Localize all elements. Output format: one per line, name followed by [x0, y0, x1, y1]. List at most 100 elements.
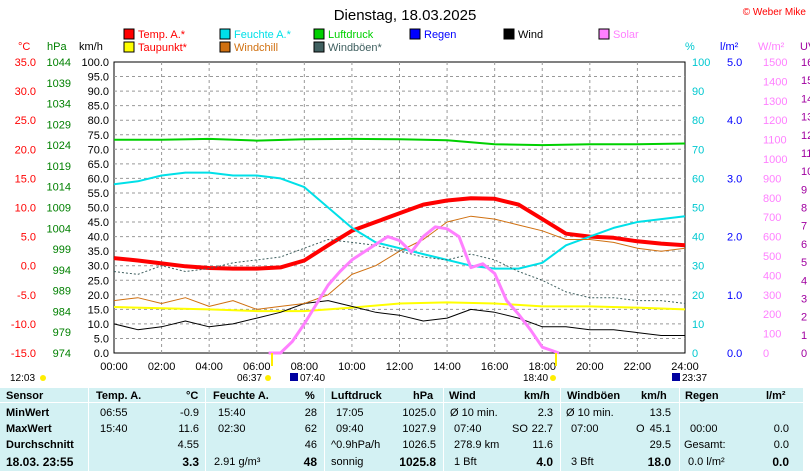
moonset-time: 18:40 [523, 373, 548, 384]
wind-axis-tick: 20.0 [88, 290, 109, 302]
hum-max-time: 02:30 [218, 423, 246, 435]
table-divider [324, 388, 325, 471]
gust-max: 45.1 [649, 423, 671, 435]
pressure-axis-tick: 994 [53, 265, 71, 277]
wind-axis-tick: 15.0 [88, 304, 109, 316]
header-gust-unit: km/h [641, 390, 667, 402]
x-tick-label: 12:00 [386, 361, 414, 373]
hum-min: 28 [304, 407, 317, 419]
gust-bft: 3 Bft [571, 456, 594, 468]
legend-label: Windchill [234, 42, 278, 54]
x-tick-label: 10:00 [338, 361, 366, 373]
table-divider [443, 388, 444, 471]
wind-bft: 1 Bft [454, 456, 477, 468]
wind-axis-tick: 35.0 [88, 246, 109, 258]
temp-axis-tick: -10.0 [11, 319, 36, 331]
wind-axis-tick: 40.0 [88, 232, 109, 244]
rain-value: 0.0 [773, 423, 789, 435]
stats-table: Sensor Temp. A. °C Feuchte A. % Luftdruc… [0, 388, 803, 471]
temp-axis-tick: 35.0 [15, 57, 36, 69]
copyright: © Weber Mike [743, 7, 807, 18]
humidity-axis-tick: 0 [692, 348, 698, 360]
solar-axis-tick: 800 [763, 193, 781, 205]
uv-axis-tick: 4 [801, 275, 807, 287]
uv-axis-tick: 11 [801, 148, 810, 160]
humidity-axis-tick: 80 [692, 115, 704, 127]
moon-icon [40, 375, 46, 381]
rain-axis-tick: 3.0 [727, 173, 742, 185]
press-current: 1025.8 [399, 455, 436, 469]
uv-axis-tick: 12 [801, 130, 810, 142]
wind-axis-tick: 10.0 [88, 319, 109, 331]
solar-axis-label: W/m² [758, 41, 785, 53]
x-tick-label: 00:00 [100, 361, 128, 373]
wind-axis-tick: 0.0 [94, 348, 109, 360]
temp-axis-tick: -5.0 [17, 290, 36, 302]
wind-axis-tick: 30.0 [88, 261, 109, 273]
humidity-axis-tick: 60 [692, 173, 704, 185]
pressure-axis-tick: 979 [53, 327, 71, 339]
solar-axis-tick: 1300 [763, 96, 787, 108]
moonrise-time: 12:03 [10, 373, 35, 384]
temp-axis-tick: 30.0 [15, 86, 36, 98]
pressure-axis-tick: 1024 [47, 140, 71, 152]
pressure-axis-tick: 1034 [47, 99, 71, 111]
legend-swatch [598, 28, 610, 40]
pressure-axis-tick: 1009 [47, 203, 71, 215]
table-divider [88, 388, 89, 471]
header-rain: Regen [685, 390, 719, 402]
series-line-wind [113, 300, 685, 336]
sun-marker-time: 07:40 [300, 373, 325, 384]
rain-axis-tick: 0.0 [727, 348, 742, 360]
wind-avg-value: 2.3 [537, 407, 553, 419]
press-max: 1027.9 [402, 423, 436, 435]
solar-axis-tick: 1200 [763, 115, 787, 127]
temp-axis-tick: 15.0 [15, 173, 36, 185]
weather-chart: 00:00 02:00 04:00 06:00 08:00 10:00 12:00 14:00… [10, 7, 810, 384]
wind-axis-tick: 90.0 [88, 86, 109, 98]
temp-axis-tick: 0.0 [21, 261, 36, 273]
gust-avg-label: Ø 10 min. [566, 407, 614, 419]
wind-axis-tick: 65.0 [88, 159, 109, 171]
temp-min-time: 06:55 [100, 407, 128, 419]
press-state: sonnig [331, 456, 364, 468]
legend-swatch [123, 41, 135, 53]
x-tick-label: 06:00 [243, 361, 271, 373]
legend-label: Feuchte A.* [234, 29, 292, 41]
legend-label: Solar [613, 29, 639, 41]
wind-max-dir: SO [512, 423, 528, 435]
temp-axis-tick: 5.0 [21, 232, 36, 244]
temp-axis-tick: 25.0 [15, 115, 36, 127]
legend-label: Regen [424, 29, 456, 41]
x-tick-label: 16:00 [481, 361, 509, 373]
pressure-axis-tick: 1029 [47, 119, 71, 131]
press-min: 1025.0 [402, 407, 436, 419]
gust-max-time: 07:00 [571, 423, 599, 435]
uv-axis-tick: 2 [801, 312, 807, 324]
hum-max: 62 [304, 423, 317, 435]
hum-min-time: 15:40 [218, 407, 246, 419]
x-tick-label: 18:00 [528, 361, 556, 373]
header-sensor: Sensor [6, 390, 44, 402]
rain-current: 0.0 [772, 455, 789, 469]
wind-axis-tick: 80.0 [88, 115, 109, 127]
chart-legend: Temp. A.* Feuchte A.* Luftdruck Regen Wind So… [123, 28, 639, 54]
solar-axis-tick: 900 [763, 173, 781, 185]
humidity-axis-tick: 30 [692, 261, 704, 273]
rain-total-label: Gesamt: [684, 439, 726, 451]
rain-axis-tick: 1.0 [727, 290, 742, 302]
wind-current: 4.0 [536, 455, 553, 469]
table-divider [560, 388, 561, 471]
solar-axis-tick: 500 [763, 251, 781, 263]
humidity-axis-tick: 50 [692, 203, 704, 215]
sunset-marker-icon [672, 373, 680, 381]
pressure-axis-label: hPa [47, 41, 67, 53]
wind-distance: 278.9 km [454, 439, 500, 451]
pressure-axis-tick: 1014 [47, 182, 71, 194]
x-tick-label: 04:00 [195, 361, 223, 373]
wind-distance-value: 11.6 [532, 439, 553, 451]
legend-label: Windböen* [328, 42, 383, 54]
x-tick-label: 14:00 [433, 361, 461, 373]
solar-axis-tick: 200 [763, 309, 781, 321]
row-label-current: 18.03. 23:55 [6, 455, 74, 469]
